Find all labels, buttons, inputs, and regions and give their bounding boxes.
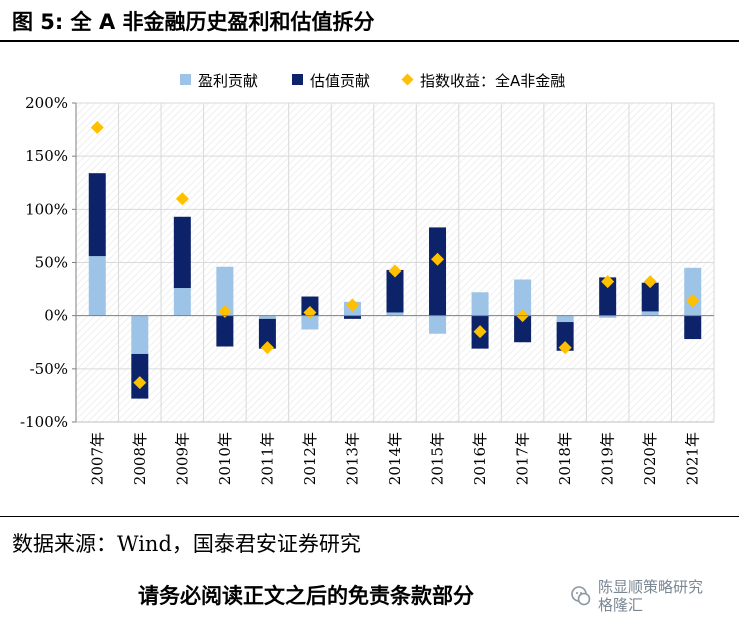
bar-earnings [131, 315, 149, 354]
bar-earnings [88, 256, 106, 316]
marker-index-return [133, 376, 147, 390]
bar-valuation [599, 277, 617, 316]
y-tick-label: 0% [44, 307, 68, 325]
grid-lines [76, 102, 715, 423]
bar-valuation [556, 322, 574, 351]
y-tick-label: -100% [20, 413, 68, 431]
wechat-icon [571, 586, 591, 606]
legend-valuation-label: 估值贡献 [310, 72, 370, 90]
bar-valuation [343, 315, 361, 319]
marker-index-return [388, 264, 402, 278]
marker-index-return [260, 341, 274, 355]
x-tick-label: 2020年 [641, 432, 659, 485]
x-tick-label: 2013年 [343, 432, 361, 485]
bar-valuation [429, 227, 447, 316]
bar-earnings [216, 266, 234, 316]
bar-earnings [301, 315, 319, 330]
x-tick-label: 2010年 [216, 432, 234, 485]
x-tick-label: 2017年 [514, 432, 532, 485]
bar-earnings [258, 315, 276, 319]
legend-earnings-swatch [180, 74, 191, 85]
watermark: 陈显顺策略研究 格隆汇 [570, 578, 703, 614]
y-tick-label: 200% [25, 94, 68, 112]
watermark-line1: 陈显顺策略研究 [598, 578, 704, 596]
x-tick-label: 2012年 [301, 432, 319, 485]
bar-valuation [216, 315, 234, 347]
top-rule [0, 40, 739, 42]
marker-index-return [473, 325, 487, 339]
bar-valuation [641, 282, 659, 312]
y-tick-label: 50% [35, 254, 68, 272]
marker-index-return [643, 275, 657, 289]
bar-valuation [514, 315, 532, 343]
marker-index-return [218, 304, 232, 318]
x-tick-label: 2018年 [556, 432, 574, 485]
bottom-rule [0, 516, 739, 517]
bar-earnings [429, 315, 447, 334]
x-tick-label: 2011年 [258, 432, 276, 485]
y-tick-label: -50% [30, 360, 68, 378]
disclaimer: 请务必阅读正文之后的免责条款部分 [138, 583, 474, 608]
source-note: 数据来源：Wind，国泰君安证券研究 [12, 532, 361, 556]
bar-valuation [173, 216, 191, 289]
marker-index-return [175, 192, 189, 206]
marker-index-return [601, 275, 615, 289]
y-tick-label: 100% [25, 200, 68, 218]
bar-earnings [556, 315, 574, 323]
marker-index-return [90, 120, 104, 134]
bar-earnings [599, 315, 617, 318]
legend-index-return-swatch [401, 73, 414, 86]
figure-title: 图 5: 全 A 非金融历史盈利和估值拆分 [12, 10, 375, 34]
x-tick-label: 2008年 [131, 432, 149, 485]
markers [90, 120, 700, 390]
legend-index-return-label: 指数收益：全A非金融 [420, 72, 565, 90]
bar-earnings [514, 279, 532, 316]
bar-valuation [684, 315, 702, 340]
x-tick-label: 2007年 [88, 432, 106, 485]
chart: 盈利贡献 估值贡献 指数收益：全A非金融 -100% -50% 0% 50% 100% 150… [20, 72, 715, 485]
x-tick-label: 2016年 [471, 432, 489, 485]
axes: -100% -50% 0% 50% 100% 150% 200% 2007年 2008年 2009… [20, 94, 714, 485]
y-tick-label: 150% [25, 147, 68, 165]
bar-valuation [386, 269, 404, 313]
bar-earnings [471, 292, 489, 316]
bar-valuation [258, 318, 276, 349]
marker-index-return [431, 252, 445, 266]
legend-earnings-label: 盈利贡献 [198, 72, 258, 90]
marker-index-return [558, 341, 572, 355]
marker-index-return [686, 294, 700, 308]
bar-earnings [386, 312, 404, 316]
legend-valuation-swatch [292, 74, 303, 85]
bar-earnings [641, 311, 659, 316]
x-tick-label: 2009年 [173, 432, 191, 485]
marker-index-return [345, 298, 359, 312]
bar-earnings [684, 267, 702, 316]
x-tick-label: 2021年 [684, 432, 702, 485]
bar-earnings [173, 288, 191, 316]
chart-legend: 盈利贡献 估值贡献 指数收益：全A非金融 [180, 72, 565, 90]
bar-valuation [88, 173, 106, 257]
watermark-line2: 格隆汇 [598, 596, 644, 614]
x-tick-label: 2014年 [386, 432, 404, 485]
x-tick-label: 2015年 [429, 432, 447, 485]
x-tick-label: 2019年 [599, 432, 617, 485]
